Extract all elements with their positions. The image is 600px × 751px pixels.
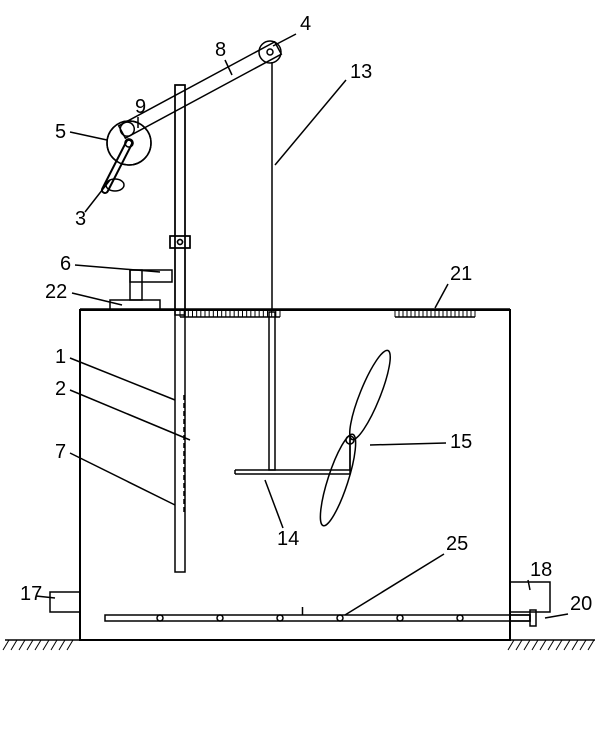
leader-line bbox=[370, 443, 446, 445]
callout-label-3: 3 bbox=[75, 208, 86, 230]
boom-arm bbox=[119, 42, 282, 138]
leader-line bbox=[72, 293, 122, 305]
pipe-hole bbox=[457, 615, 463, 621]
propeller-blade-bottom bbox=[314, 431, 363, 528]
leader-line bbox=[70, 132, 107, 140]
pipe-hole bbox=[277, 615, 283, 621]
leader-line bbox=[435, 284, 448, 308]
leader-line bbox=[70, 453, 175, 505]
callout-label-6: 6 bbox=[60, 253, 71, 275]
leader-line bbox=[85, 180, 110, 212]
diagram-canvas: 4 8 13 9 5 3 6 22 21 1 2 7 15 14 25 17 18 20 bbox=[0, 0, 600, 751]
support-post bbox=[130, 270, 142, 300]
mast bbox=[175, 85, 185, 572]
tank-body bbox=[80, 310, 510, 640]
propeller-blade-top bbox=[343, 347, 398, 444]
pipe-hole bbox=[157, 615, 163, 621]
leader-line bbox=[275, 80, 346, 165]
callout-label-17: 17 bbox=[20, 583, 42, 605]
rotor-shaft bbox=[269, 312, 275, 470]
pipe-hole bbox=[337, 615, 343, 621]
callout-label-21: 21 bbox=[450, 263, 472, 285]
callout-label-13: 13 bbox=[350, 61, 372, 83]
callout-label-20: 20 bbox=[570, 593, 592, 615]
callout-label-9: 9 bbox=[135, 96, 146, 118]
callout-label-7: 7 bbox=[55, 441, 66, 463]
callout-label-25: 25 bbox=[446, 533, 468, 555]
callout-label-15: 15 bbox=[450, 431, 472, 453]
leader-line bbox=[265, 480, 283, 528]
leader-line bbox=[273, 34, 296, 46]
callout-label-5: 5 bbox=[55, 121, 66, 143]
callout-label-1: 1 bbox=[55, 346, 66, 368]
bottom-pipe bbox=[105, 615, 530, 621]
callout-label-14: 14 bbox=[277, 528, 299, 550]
hinge-block bbox=[170, 236, 190, 248]
callout-label-4: 4 bbox=[300, 13, 311, 35]
leader-line bbox=[70, 358, 175, 400]
leader-line bbox=[70, 390, 190, 440]
leader-line bbox=[545, 614, 568, 618]
callout-label-8: 8 bbox=[215, 39, 226, 61]
leader-line bbox=[345, 554, 444, 615]
callout-label-22: 22 bbox=[45, 281, 67, 303]
leader-line bbox=[75, 265, 160, 272]
pipe-hole bbox=[397, 615, 403, 621]
pipe-hole bbox=[217, 615, 223, 621]
callout-label-18: 18 bbox=[530, 559, 552, 581]
left-outlet bbox=[50, 592, 80, 612]
callout-label-2: 2 bbox=[55, 378, 66, 400]
